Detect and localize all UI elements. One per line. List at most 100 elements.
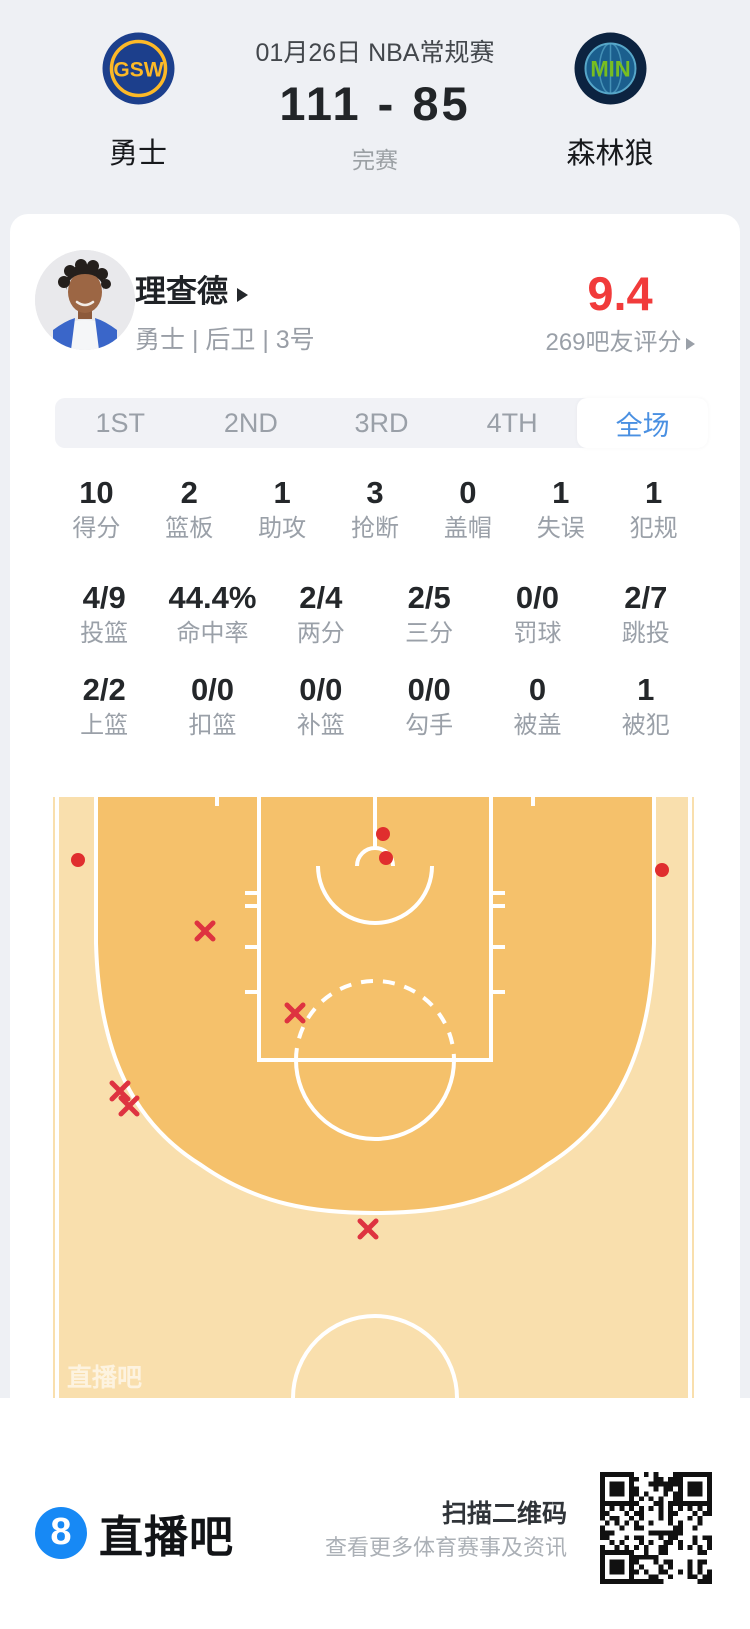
brand-block: 8 直播吧 (35, 1501, 234, 1565)
stat-label: 命中率 (176, 620, 249, 647)
svg-text:GSW: GSW (113, 59, 163, 82)
tab-4TH[interactable]: 4TH (486, 407, 538, 438)
stat-罚球: 0/0 罚球 (483, 580, 591, 649)
stats-row-detail: 2/2 上篮 0/0 扣篮 0/0 补篮 0/0 勾手 0 被盖 1 被犯 (50, 672, 700, 741)
stat-label: 犯规 (629, 515, 678, 542)
stat-value: 10 (79, 475, 114, 510)
stat-助攻: 1 助攻 (236, 475, 329, 544)
stat-value: 1 (552, 475, 570, 510)
stat-value: 0/0 (515, 580, 560, 615)
player-name-row[interactable]: 理查德 (135, 274, 248, 310)
stat-value: 0/0 (190, 672, 235, 707)
scan-title: 扫描二维码 (441, 1500, 567, 1528)
stat-label: 被盖 (513, 712, 562, 739)
min-logo-icon: MIN (574, 32, 646, 105)
stat-label: 被犯 (621, 712, 670, 739)
stat-label: 上篮 (80, 712, 129, 739)
tab-2ND[interactable]: 2ND (223, 407, 278, 438)
scan-hint: 扫描二维码 查看更多体育赛事及资讯 (325, 1500, 567, 1560)
stat-篮板: 2 篮板 (143, 475, 236, 544)
rating-note: 269吧友评分 (530, 330, 710, 356)
tab-全场[interactable]: 全场 (577, 398, 708, 448)
shot-chart-court: 直播吧 (53, 793, 694, 1398)
stat-label: 助攻 (258, 515, 307, 542)
stat-value: 1 (644, 475, 663, 510)
stat-value: 1 (273, 475, 291, 510)
stat-value: 0 (459, 475, 477, 510)
stat-value: 44.4% (168, 580, 257, 615)
stat-value: 0 (528, 672, 547, 707)
scan-subtitle: 查看更多体育赛事及资讯 (324, 1535, 567, 1560)
rating-value: 9.4 (587, 267, 653, 320)
stat-得分: 10 得分 (50, 475, 143, 544)
brand-name: 直播吧 (99, 1513, 234, 1562)
stat-value: 1 (637, 672, 655, 707)
stat-上篮: 2/2 上篮 (50, 672, 158, 741)
shot-markers (71, 827, 669, 1240)
gsw-logo-icon: GSW (102, 32, 174, 105)
stat-三分: 2/5 三分 (375, 580, 483, 649)
qr-code (600, 1472, 712, 1584)
stat-label: 三分 (405, 620, 454, 647)
stat-label: 投篮 (80, 620, 129, 647)
away-team[interactable]: MIN 森林狼 (500, 31, 720, 172)
made-shot-marker (71, 853, 85, 867)
stat-label: 两分 (296, 620, 345, 647)
stat-补篮: 0/0 补篮 (267, 672, 375, 741)
stat-跳投: 2/7 跳投 (592, 580, 700, 649)
court-watermark: 直播吧 (67, 1364, 142, 1392)
quarter-tabs: 1ST 2ND 3RD 4TH 全场 (55, 398, 708, 448)
stat-value: 2/7 (624, 580, 668, 615)
stat-两分: 2/4 两分 (267, 580, 375, 649)
missed-shot-marker (109, 1080, 131, 1102)
player-stats-card: 理查德 勇士 | 后卫 | 3号 9.4 269吧友评分 1ST 2ND 3RD 4T… (10, 214, 740, 1398)
stats-row-shooting: 4/9 投篮 44.4% 命中率 2/4 两分 2/5 三分 0/0 罚球 2/7 跳投 (50, 580, 700, 649)
stat-投篮: 4/9 投篮 (50, 580, 158, 649)
stat-扣篮: 0/0 扣篮 (158, 672, 266, 741)
player-detail-arrow-icon (237, 288, 248, 302)
brand-8-icon: 8 (35, 1507, 87, 1559)
stat-label: 罚球 (513, 620, 562, 647)
stats-row-basic: 10 得分 2 篮板 1 助攻 3 抢断 0 盖帽 1 失误 1 犯规 (50, 475, 700, 544)
tab-1ST[interactable]: 1ST (95, 407, 146, 438)
stat-label: 扣篮 (188, 712, 237, 739)
made-shot-marker (376, 827, 390, 841)
stat-value: 3 (366, 475, 384, 510)
stat-被盖: 0 被盖 (483, 672, 591, 741)
stat-抢断: 3 抢断 (329, 475, 422, 544)
stat-value: 2/4 (299, 580, 343, 615)
missed-shot-marker (118, 1095, 140, 1117)
game-date-title: 01月26日 NBA常规赛 (255, 39, 495, 67)
missed-shot-marker (357, 1218, 379, 1240)
stat-value: 0/0 (407, 672, 451, 707)
stat-label: 篮板 (165, 515, 214, 542)
rating-arrow-icon (685, 338, 695, 350)
stat-value: 2 (180, 475, 198, 510)
tab-3RD[interactable]: 3RD (354, 407, 409, 438)
stat-被犯: 1 被犯 (592, 672, 700, 741)
game-score: 111 - 85 (279, 77, 471, 130)
home-team[interactable]: GSW 勇士 (28, 31, 248, 172)
away-team-name: 森林狼 (566, 138, 654, 170)
stat-value: 2/2 (82, 672, 126, 707)
svg-text:MIN: MIN (590, 57, 630, 82)
game-status: 完赛 (352, 147, 398, 173)
missed-shot-marker (284, 1002, 306, 1024)
player-avatar[interactable] (35, 250, 135, 350)
rating-box[interactable]: 9.4 269吧友评分 (530, 270, 710, 356)
stat-value: 2/5 (407, 580, 451, 615)
stat-value: 4/9 (82, 580, 126, 615)
missed-shot-marker (194, 920, 216, 942)
court-floor-inside-three (96, 793, 654, 1213)
player-name: 理查德 (135, 274, 228, 309)
home-team-name: 勇士 (108, 138, 167, 170)
stat-label: 跳投 (621, 620, 670, 647)
made-shot-marker (379, 851, 393, 865)
stat-value: 0/0 (299, 672, 343, 707)
stat-label: 抢断 (351, 515, 399, 542)
made-shot-marker (655, 863, 669, 877)
stat-盖帽: 0 盖帽 (421, 475, 514, 544)
stat-label: 得分 (72, 515, 121, 542)
stat-犯规: 1 犯规 (607, 475, 700, 544)
stat-失误: 1 失误 (514, 475, 607, 544)
